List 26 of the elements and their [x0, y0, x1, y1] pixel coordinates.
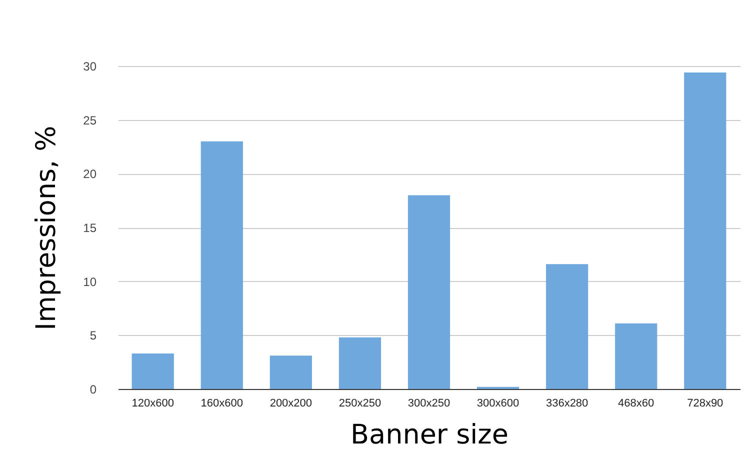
x-tick-label: 120x600 [132, 398, 174, 410]
x-tick-label: 200x200 [270, 398, 312, 410]
x-axis-title: Banner size [350, 420, 508, 450]
bar [200, 141, 243, 389]
x-tick-label: 468x60 [618, 398, 654, 410]
x-tick-label: 250x250 [338, 398, 382, 410]
bar [615, 323, 658, 389]
y-axis-title: Impressions, % [31, 126, 62, 330]
x-tick-label: 300x600 [476, 398, 520, 410]
bar [408, 195, 450, 389]
bar [338, 337, 382, 389]
y-tick-label: 15 [83, 221, 97, 235]
x-tick-label: 728x90 [687, 398, 724, 410]
y-tick-label: 30 [83, 60, 97, 74]
y-tick-label: 10 [83, 274, 97, 289]
y-tick-label: 0 [90, 382, 97, 396]
bar [684, 72, 726, 389]
y-tick-label: 20 [83, 167, 97, 182]
y-tick-label: 25 [83, 113, 97, 128]
bar [270, 356, 312, 389]
x-tick-label: 336x280 [546, 398, 588, 410]
x-tick-label: 160x600 [200, 398, 244, 410]
bar [132, 353, 174, 389]
y-tick-label: 5 [90, 328, 97, 343]
bar [546, 264, 588, 389]
x-tick-label: 300x250 [408, 398, 450, 410]
